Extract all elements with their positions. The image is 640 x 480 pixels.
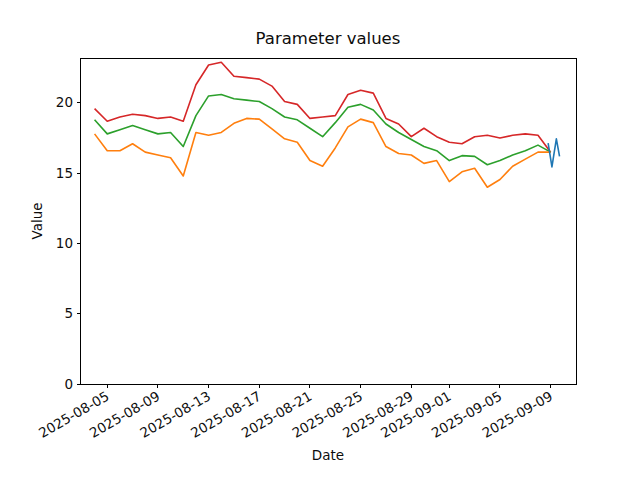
series-red-line [95,62,551,152]
y-tick-label-3: 15 [56,165,73,181]
series-blue-line [548,139,559,167]
y-tick-label-1: 5 [64,305,73,321]
series-orange-line [95,118,551,187]
line-chart: 051015202025-08-052025-08-092025-08-1320… [0,0,640,480]
plot-box [80,58,576,384]
y-tick-label-2: 10 [56,235,73,251]
figure: Parameter values Value Date 051015202025… [0,0,640,480]
series-green-line [95,95,551,165]
y-tick-label-4: 20 [56,94,73,110]
y-tick-label-0: 0 [64,376,73,392]
